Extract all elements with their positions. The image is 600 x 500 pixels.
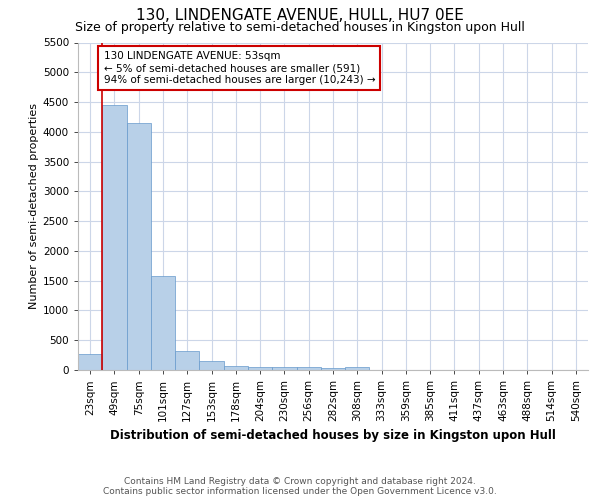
Bar	[248, 366, 272, 370]
Bar	[224, 366, 248, 370]
Bar	[78, 354, 102, 370]
Bar	[127, 123, 151, 370]
Bar	[345, 366, 370, 370]
Bar	[175, 350, 199, 370]
Text: 130 LINDENGATE AVENUE: 53sqm
← 5% of semi-detached houses are smaller (591)
94% : 130 LINDENGATE AVENUE: 53sqm ← 5% of sem…	[104, 52, 375, 84]
Bar	[321, 368, 345, 370]
Text: Contains HM Land Registry data © Crown copyright and database right 2024.
Contai: Contains HM Land Registry data © Crown c…	[103, 476, 497, 496]
Bar	[199, 362, 224, 370]
X-axis label: Distribution of semi-detached houses by size in Kingston upon Hull: Distribution of semi-detached houses by …	[110, 430, 556, 442]
Bar	[151, 276, 175, 370]
Text: 130, LINDENGATE AVENUE, HULL, HU7 0EE: 130, LINDENGATE AVENUE, HULL, HU7 0EE	[136, 8, 464, 22]
Text: Size of property relative to semi-detached houses in Kingston upon Hull: Size of property relative to semi-detach…	[75, 21, 525, 34]
Y-axis label: Number of semi-detached properties: Number of semi-detached properties	[29, 104, 38, 309]
Bar	[102, 105, 127, 370]
Bar	[272, 366, 296, 370]
Bar	[296, 366, 321, 370]
